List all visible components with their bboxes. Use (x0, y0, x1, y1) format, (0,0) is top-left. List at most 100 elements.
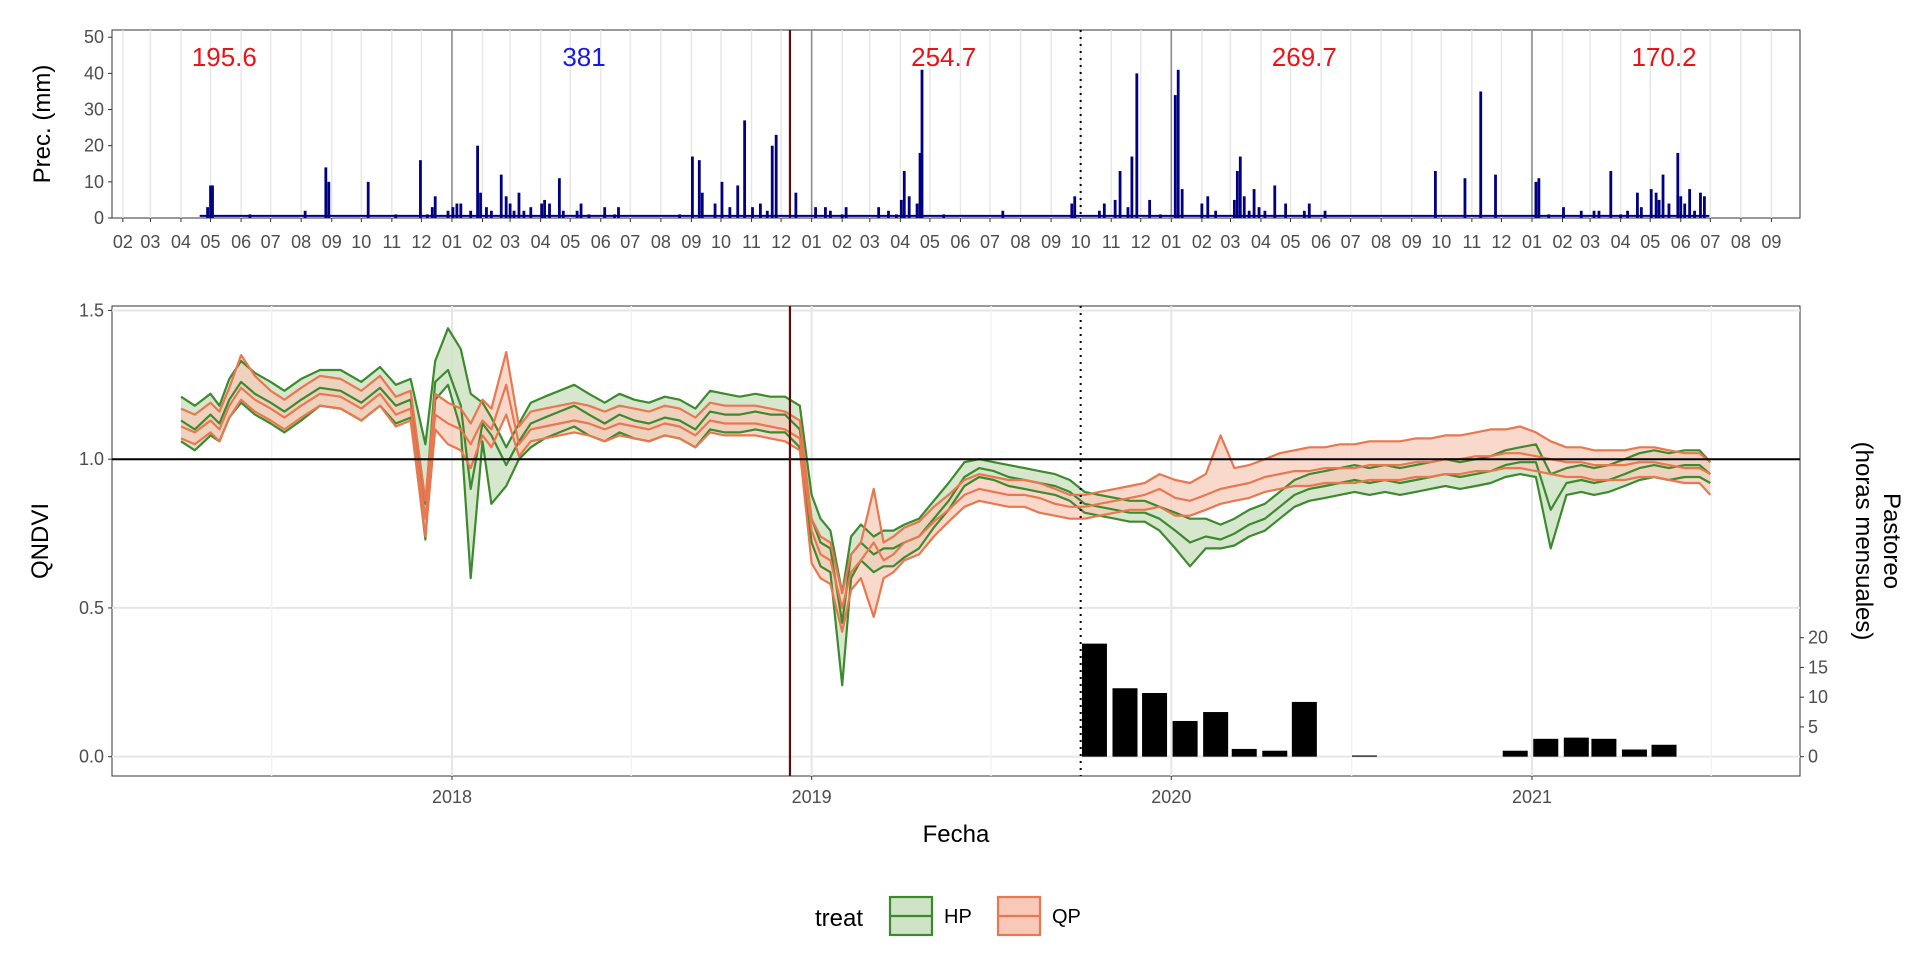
month-tick-label: 06 (591, 232, 611, 252)
precipitation-bar (713, 203, 717, 218)
precipitation-bar (814, 207, 817, 218)
qp-line-lower (180, 398, 1712, 633)
precipitation-bar (1534, 181, 1538, 218)
month-tick-label: 07 (980, 232, 1000, 252)
month-tick-label: 08 (1731, 232, 1751, 252)
precipitation-bar (894, 214, 898, 218)
precipitation-bar (1619, 214, 1623, 218)
month-tick-label: 12 (411, 232, 431, 252)
annual-total-label: 381 (562, 42, 605, 72)
month-tick-label: 02 (1553, 232, 1573, 252)
y-tick-label: 40 (84, 63, 104, 83)
right-y-tick-label: 10 (1808, 687, 1828, 707)
precipitation-bar (508, 203, 512, 218)
precipitation-bar (540, 203, 544, 218)
month-tick-label: 10 (711, 232, 731, 252)
annual-total-label: 195.6 (192, 42, 257, 72)
precipitation-bar (1683, 203, 1687, 218)
month-tick-label: 03 (860, 232, 880, 252)
precipitation-bar (1200, 203, 1204, 218)
qndvi-x-ticks: 2018 2019 2020 2021 (432, 776, 1552, 807)
precipitation-bar (1562, 207, 1565, 218)
precipitation-bar (1693, 210, 1696, 218)
precipitation-bar (579, 203, 583, 218)
month-tick-label: 05 (1281, 232, 1301, 252)
month-tick-label: 01 (1161, 232, 1181, 252)
precipitation-bar (728, 207, 732, 218)
month-tick-label: 04 (171, 232, 191, 252)
x-tick-label: 2018 (432, 787, 472, 807)
precipitation-bar (1661, 174, 1665, 218)
month-tick-label: 08 (291, 232, 311, 252)
right-y-tick-label: 0 (1808, 747, 1818, 767)
precipitation-bar (765, 210, 769, 218)
precipitation-bar (1135, 73, 1139, 218)
grazing-bar (1172, 720, 1198, 757)
precipitation-bar (603, 207, 607, 218)
annual-total-label: 269.7 (1272, 42, 1337, 72)
precipitation-bar (743, 120, 747, 218)
grazing-bars (1081, 643, 1677, 757)
month-tick-label: 11 (742, 232, 761, 252)
precipitation-bar (499, 174, 503, 218)
month-tick-label: 02 (113, 232, 133, 252)
grazing-bar (1262, 750, 1288, 757)
grazing-bar (1533, 738, 1559, 757)
precipitation-bar (206, 207, 209, 218)
month-tick-label: 02 (472, 232, 492, 252)
precipitation-bar (1102, 203, 1106, 218)
precipitation-bar (1323, 210, 1327, 218)
reference-lines (112, 306, 1800, 776)
precipitation-bar (561, 210, 565, 218)
precipitation-bar (736, 185, 740, 218)
precipitation-bar (770, 145, 774, 218)
right-y-tick-label: 5 (1808, 717, 1818, 737)
right-y-tick-label: 20 (1808, 628, 1828, 648)
grazing-bar (1502, 750, 1528, 757)
precipitation-bar (469, 210, 473, 218)
precipitation-panel-frame (111, 29, 1801, 219)
month-tick-label: 06 (1671, 232, 1691, 252)
precipitation-bar (1001, 210, 1005, 218)
hp-line-lower (180, 383, 1711, 687)
precipitation-bar (1113, 199, 1117, 218)
precipitation-bar (1097, 210, 1101, 218)
precipitation-bar (303, 210, 307, 218)
month-tick-label: 07 (1341, 232, 1361, 252)
precipitation-bar (479, 192, 482, 218)
precipitation-bar (1679, 196, 1683, 218)
y-tick-label: 50 (84, 27, 104, 47)
grazing-y-axis-title-line: (horas mensuales) (1850, 442, 1877, 641)
grazing-bar (1563, 737, 1589, 757)
precipitation-bar (1667, 203, 1671, 218)
precipitation-bar (327, 181, 331, 218)
precipitation-bar (691, 156, 694, 218)
precipitation-bar (613, 214, 616, 218)
precipitation-bar (209, 185, 212, 218)
month-tick-label: 05 (920, 232, 940, 252)
precipitation-bar (1073, 196, 1077, 218)
precipitation-bar (828, 210, 832, 218)
precipitation-bar (1126, 207, 1130, 218)
precipitation-bar (1597, 210, 1601, 218)
month-tick-label: 07 (620, 232, 640, 252)
precipitation-bar (1494, 174, 1497, 218)
grazing-bar (1351, 755, 1377, 757)
month-tick-label: 12 (1491, 232, 1511, 252)
precipitation-bar (617, 207, 620, 218)
grazing-bar (1203, 712, 1229, 757)
grazing-bar (1621, 749, 1647, 757)
precipitation-bar (774, 134, 778, 218)
precipitation-bar (1654, 192, 1658, 218)
grazing-bar (1591, 738, 1617, 757)
precipitation-bar (394, 214, 398, 218)
month-tick-label: 08 (651, 232, 671, 252)
month-tick-label: 10 (351, 232, 371, 252)
precipitation-bar (1579, 210, 1583, 218)
precipitation-bar (887, 210, 890, 218)
precipitation-bar (1070, 203, 1074, 218)
precipitation-bar (248, 214, 252, 218)
precipitation-bar (419, 160, 422, 218)
precipitation-bar (920, 69, 924, 219)
precipitation-bar (1235, 171, 1239, 218)
